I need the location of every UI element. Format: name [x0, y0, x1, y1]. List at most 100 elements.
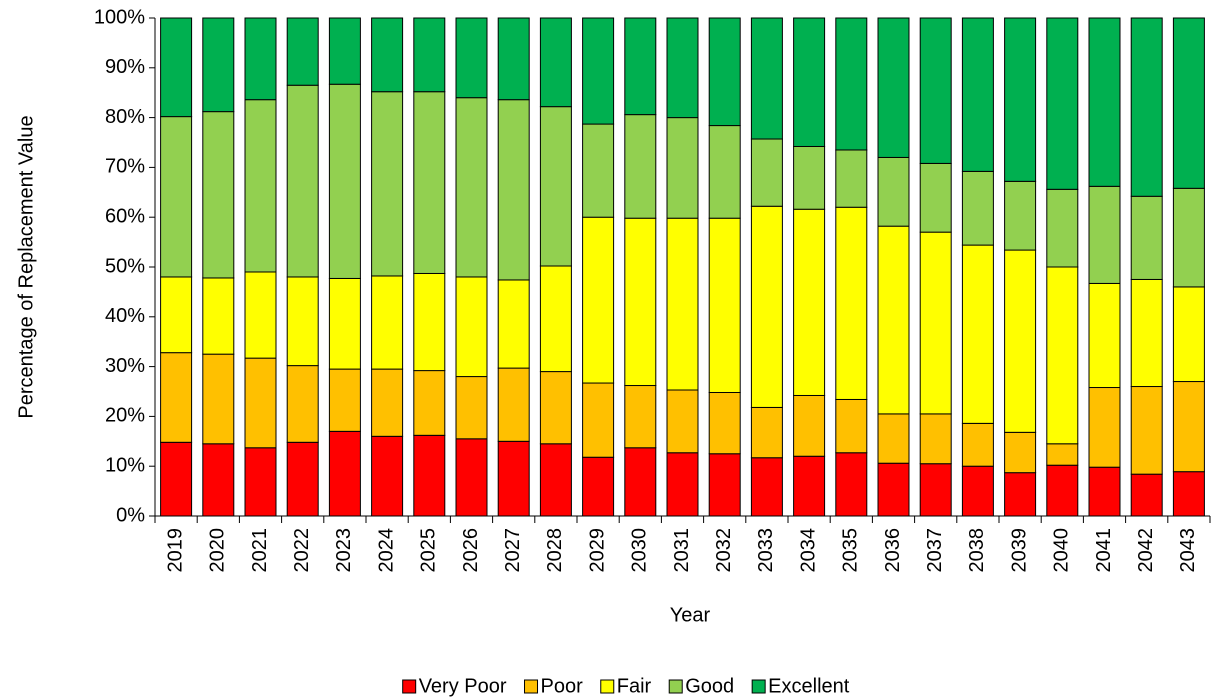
bar-segment: [793, 455, 826, 517]
bar-segment: [413, 91, 446, 274]
bar-segment: [793, 17, 826, 147]
bar-segment: [1172, 471, 1205, 517]
x-tick-label: 2026: [460, 528, 482, 573]
bar-segment: [160, 17, 193, 118]
bar-segment: [160, 352, 193, 443]
legend-swatch: [402, 679, 417, 694]
bar-segment: [835, 398, 868, 454]
x-tick-label: 2031: [671, 528, 693, 573]
bar-segment: [793, 145, 826, 210]
bar-segment: [793, 208, 826, 396]
y-tick-label: 30%: [105, 355, 145, 377]
bar-segment: [750, 205, 783, 408]
y-tick-label: 20%: [105, 405, 145, 427]
bar-segment: [919, 413, 952, 465]
bar-segment: [582, 382, 615, 458]
bar-segment: [1004, 472, 1037, 517]
bar-segment: [1046, 17, 1079, 190]
bar-segment: [539, 106, 572, 267]
bar-segment: [286, 276, 319, 367]
bar-segment: [1004, 180, 1037, 251]
bar-segment: [371, 17, 404, 93]
bar-segment: [1172, 286, 1205, 383]
bar-segment: [328, 83, 361, 279]
legend-label: Fair: [617, 675, 652, 697]
bar-segment: [244, 271, 277, 359]
bar-segment: [286, 17, 319, 86]
bar-segment: [1130, 17, 1163, 197]
bar-segment: [877, 156, 910, 227]
bar-segment: [1046, 443, 1079, 466]
legend-swatch: [751, 679, 766, 694]
bar-segment: [1130, 473, 1163, 517]
bar-segment: [582, 216, 615, 384]
legend: Very Poor Poor Fair Good Excellent: [402, 675, 850, 697]
bar-segment: [666, 389, 699, 454]
bar-segment: [413, 272, 446, 372]
legend-label: Very Poor: [419, 675, 507, 697]
bar-segment: [624, 217, 657, 387]
bar-segment: [708, 17, 741, 127]
bar-segment: [666, 117, 699, 219]
bar-segment: [328, 17, 361, 85]
bar-segment: [624, 447, 657, 517]
y-tick-label: 70%: [105, 156, 145, 178]
bar-segment: [286, 84, 319, 278]
bar-segment: [1046, 266, 1079, 445]
x-tick-label: 2036: [882, 528, 904, 573]
bar-segment: [413, 17, 446, 93]
bar-segment: [877, 462, 910, 517]
bar-segment: [666, 17, 699, 119]
y-tick-label: 80%: [105, 106, 145, 128]
x-tick-label: 2027: [502, 528, 524, 573]
y-axis-title: Percentage of Replacement Value: [15, 115, 37, 418]
bar-segment: [750, 406, 783, 459]
x-tick-label: 2042: [1135, 528, 1157, 573]
x-tick-label: 2038: [966, 528, 988, 573]
y-tick-label: 90%: [105, 56, 145, 78]
x-tick-label: 2039: [1008, 528, 1030, 573]
bar-segment: [919, 463, 952, 517]
bar-segment: [539, 371, 572, 445]
x-tick-label: 2041: [1093, 528, 1115, 573]
bar-segment: [244, 17, 277, 101]
bar-segment: [413, 434, 446, 517]
x-tick-label: 2033: [755, 528, 777, 573]
bar-segment: [961, 170, 994, 246]
bar-segment: [835, 17, 868, 151]
bar-segment: [1130, 195, 1163, 280]
x-axis-title: Year: [670, 604, 711, 626]
x-tick-label: 2019: [164, 528, 186, 573]
bar-segment: [455, 97, 488, 278]
bar-segment: [455, 438, 488, 517]
bar-segment: [160, 441, 193, 517]
bar-segment: [1088, 466, 1121, 517]
x-tick-label: 2030: [629, 528, 651, 573]
legend-label: Good: [685, 675, 734, 697]
bar-segment: [539, 265, 572, 373]
bar-segment: [371, 275, 404, 370]
bar-segment: [202, 353, 235, 445]
bar-segment: [624, 114, 657, 219]
bar-segment: [708, 217, 741, 393]
bar-segment: [328, 368, 361, 432]
bar-segment: [244, 357, 277, 449]
bar-segment: [750, 138, 783, 207]
bar-segment: [497, 17, 530, 101]
bar-segment: [708, 391, 741, 455]
bar-segment: [961, 17, 994, 172]
bar-segment: [244, 447, 277, 517]
bar-segment: [1004, 431, 1037, 474]
bar-segment: [497, 440, 530, 517]
legend-swatch: [668, 679, 683, 694]
bar-segment: [961, 465, 994, 517]
bar-segment: [160, 276, 193, 354]
bar-segment: [1172, 187, 1205, 288]
bar-segment: [582, 123, 615, 218]
bar-segment: [877, 413, 910, 464]
y-tick-label: 50%: [105, 255, 145, 277]
bar-segment: [919, 17, 952, 164]
bar-segment: [919, 162, 952, 233]
